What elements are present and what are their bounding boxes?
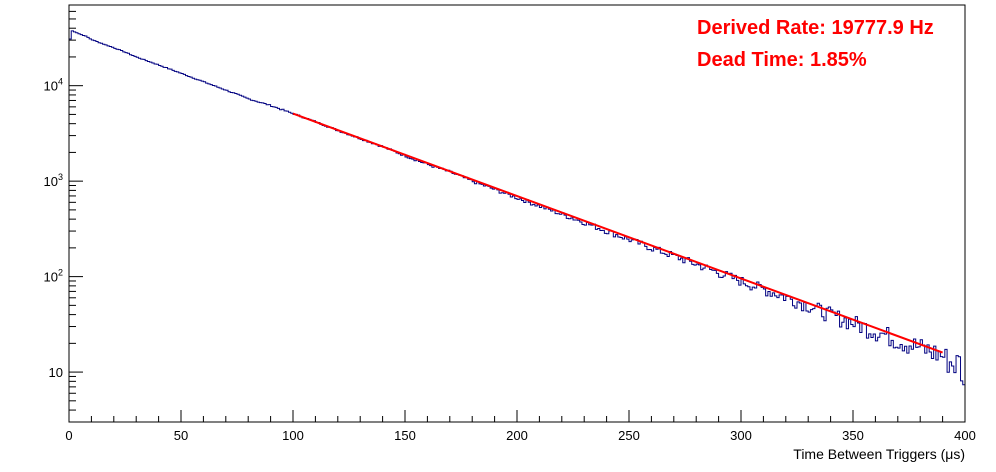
dead-time-annotation: Dead Time: 1.85% [697, 49, 867, 71]
histogram-series [68, 30, 965, 422]
x-tick-label: 400 [954, 428, 976, 443]
x-tick-label: 300 [730, 428, 752, 443]
x-axis: 0 50 100 150 200 250 300 350 400 [65, 410, 976, 443]
x-tick-label: 0 [65, 428, 72, 443]
derived-rate-annotation: Derived Rate: 19777.9 Hz [697, 17, 934, 39]
histogram-layer [68, 30, 965, 422]
x-axis-title: Time Between Triggers (μs) [793, 446, 965, 462]
y-tick-label: 103 [44, 172, 63, 189]
x-tick-label: 250 [618, 428, 640, 443]
x-tick-label: 50 [174, 428, 188, 443]
y-tick-label: 102 [44, 268, 63, 285]
fit-layer [292, 112, 943, 354]
y-tick-label: 104 [44, 77, 63, 94]
fit-line [292, 112, 943, 354]
x-tick-label: 100 [282, 428, 304, 443]
x-tick-label: 200 [506, 428, 528, 443]
y-axis: 10 102 103 104 [44, 4, 83, 423]
y-tick-label: 10 [49, 365, 63, 380]
x-tick-label: 350 [842, 428, 864, 443]
x-tick-label: 150 [394, 428, 416, 443]
